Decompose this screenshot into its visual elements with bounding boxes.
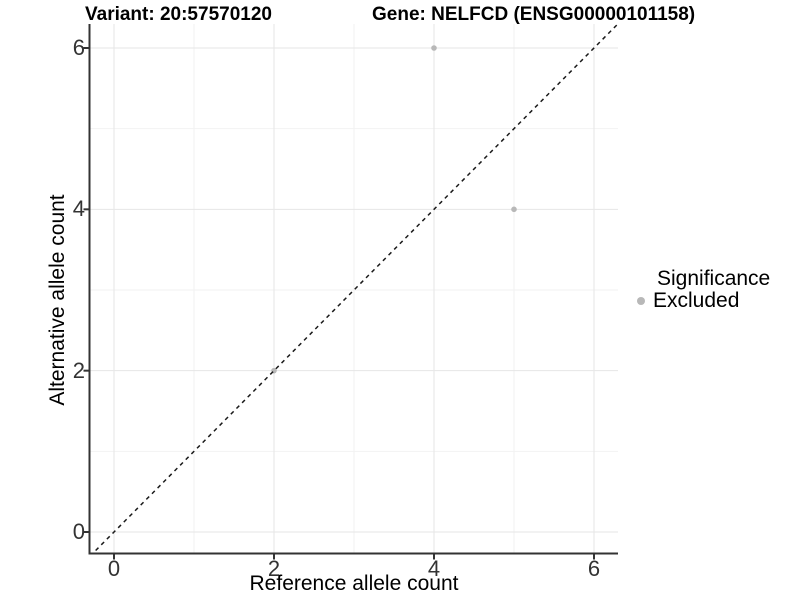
gene-title: Gene: NELFCD (ENSG00000101158) bbox=[372, 4, 696, 25]
y-tick-label: 6 bbox=[72, 34, 85, 60]
legend-item-excluded: Excluded bbox=[630, 289, 770, 313]
data-point bbox=[431, 45, 437, 51]
y-tick-label: 4 bbox=[72, 196, 85, 222]
excluded-point-icon bbox=[637, 297, 645, 305]
legend-title: Significance bbox=[657, 267, 771, 290]
data-point bbox=[511, 206, 517, 213]
identity-reference-line bbox=[91, 24, 618, 554]
legend: Significance Excluded bbox=[630, 266, 770, 313]
x-tick-label: 0 bbox=[107, 556, 121, 581]
x-tick-label: 4 bbox=[427, 556, 441, 581]
legend-item-label: Excluded bbox=[653, 289, 740, 312]
y-axis-title: Alternative allele count bbox=[46, 194, 69, 406]
variant-title: Variant: 20:57570120 bbox=[85, 4, 272, 25]
y-tick-label: 0 bbox=[72, 519, 85, 544]
x-tick-label: 2 bbox=[267, 556, 281, 581]
x-tick-label: 6 bbox=[587, 556, 601, 581]
x-axis-title: Reference allele count bbox=[249, 572, 459, 595]
y-tick-label: 2 bbox=[72, 357, 85, 383]
axis-lines bbox=[88, 24, 618, 555]
